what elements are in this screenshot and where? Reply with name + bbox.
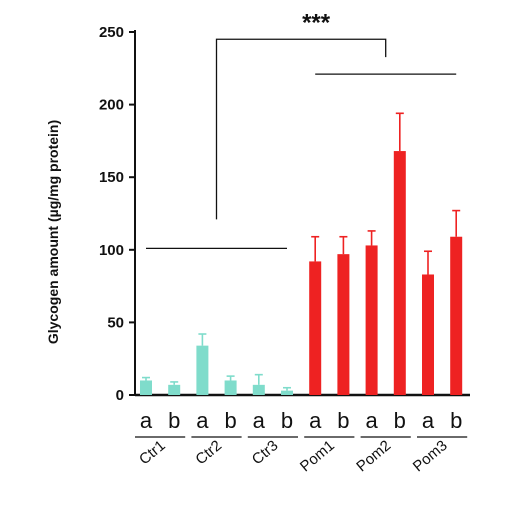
y-tick-label: 250 <box>99 24 124 41</box>
group-label: Pom2 <box>353 437 394 475</box>
y-axis: 0 50 100 150 200 250 <box>99 24 470 404</box>
group-label: Ctr2 <box>192 437 225 468</box>
bar <box>365 245 378 395</box>
bar <box>309 261 322 395</box>
significance-annotation: *** <box>146 9 457 249</box>
bar-sub-label: a <box>196 408 209 433</box>
group-label: Pom3 <box>410 437 451 475</box>
bar-sub-label: a <box>365 408 378 433</box>
bar <box>393 151 406 395</box>
bar-sub-label: b <box>224 408 236 433</box>
bar <box>224 380 237 395</box>
bar <box>337 254 350 395</box>
bar <box>252 384 265 395</box>
significance-bracket <box>215 38 387 220</box>
bar-sub-label: a <box>422 408 435 433</box>
y-tick-label: 150 <box>99 169 124 186</box>
bar <box>196 345 209 395</box>
bar <box>422 274 434 395</box>
bar <box>281 390 293 395</box>
y-tick-label: 200 <box>99 97 124 114</box>
bar-sub-label: a <box>253 408 266 433</box>
y-tick-label: 50 <box>107 314 124 331</box>
bar <box>168 384 181 395</box>
bar-sub-label: b <box>168 408 180 433</box>
group-label: Ctr1 <box>136 437 169 468</box>
bars <box>140 151 463 395</box>
error-bars <box>142 112 461 391</box>
bar-sub-label: b <box>450 408 462 433</box>
y-tick-label: 0 <box>116 387 124 404</box>
bar-sub-label: b <box>337 408 349 433</box>
bar <box>140 380 152 395</box>
bar-sub-label: a <box>140 408 153 433</box>
group-label: Pom1 <box>297 437 338 475</box>
y-tick-label: 100 <box>99 242 124 259</box>
bar-sub-label: b <box>394 408 406 433</box>
significance-stars: *** <box>302 9 331 36</box>
bar-sub-label: a <box>309 408 322 433</box>
bar <box>450 236 463 395</box>
group-label: Ctr3 <box>249 437 282 468</box>
bar-sub-label: b <box>281 408 293 433</box>
y-axis-label: Glycogen amount (µg/mg protein) <box>45 120 61 344</box>
